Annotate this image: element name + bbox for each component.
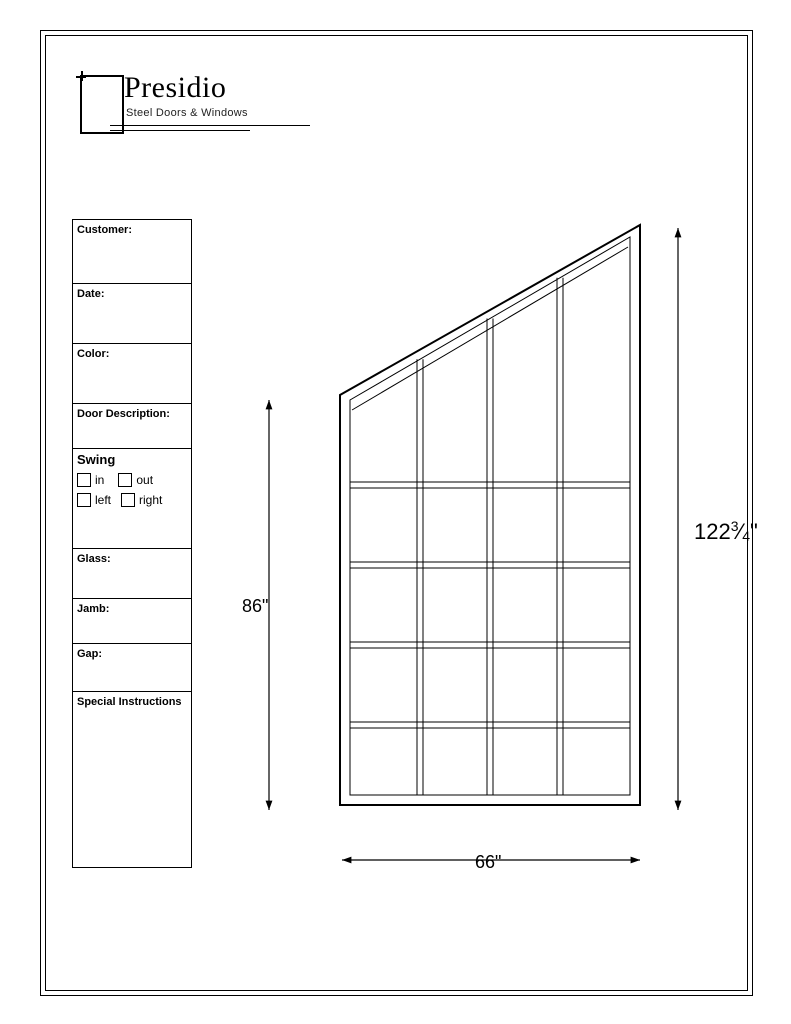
page: Presidio Steel Doors & Windows Customer:… [0,0,791,1024]
dimension-left-label: 86" [242,596,268,617]
dimension-lines [0,0,791,1024]
dimension-bottom-label: 66" [475,852,501,873]
dimension-right-label: 1223⁄4" [694,518,758,545]
